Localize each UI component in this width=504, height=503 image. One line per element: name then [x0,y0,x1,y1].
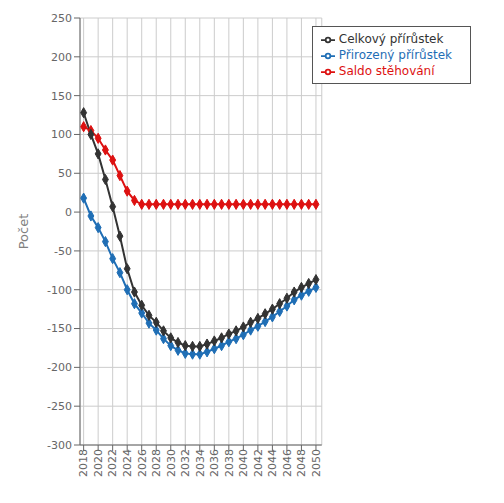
svg-text:2028: 2028 [150,449,163,477]
svg-text:-300: -300 [47,439,72,452]
svg-text:2046: 2046 [281,449,294,477]
svg-text:50: 50 [58,167,72,180]
svg-text:2050: 2050 [310,449,323,477]
svg-text:2044: 2044 [266,449,279,477]
svg-text:-250: -250 [47,400,72,413]
svg-text:2034: 2034 [194,449,207,477]
svg-text:2032: 2032 [179,449,192,477]
svg-text:2022: 2022 [106,449,119,477]
svg-text:Počet: Počet [16,214,31,250]
html-text:Saldo stěhování: Saldo stěhování [338,64,435,78]
svg-text:200: 200 [51,51,72,64]
svg-text:0: 0 [65,206,72,219]
svg-text:150: 150 [51,90,72,103]
svg-text:2042: 2042 [252,449,265,477]
svg-text:2024: 2024 [121,449,134,477]
svg-text:-100: -100 [47,284,72,297]
html-text:Celkový přírůstek: Celkový přírůstek [338,32,444,46]
svg-text:2026: 2026 [136,449,149,477]
svg-text:2020: 2020 [92,449,105,477]
svg-text:-200: -200 [47,361,72,374]
svg-text:2040: 2040 [237,449,250,477]
svg-text:-50: -50 [54,245,72,258]
svg-text:2036: 2036 [208,449,221,477]
svg-text:2048: 2048 [295,449,308,477]
svg-text:-150: -150 [47,322,72,335]
svg-text:250: 250 [51,12,72,25]
svg-text:2018: 2018 [77,449,90,477]
html-text:Přirozený přírůstek: Přirozený přírůstek [338,48,452,62]
svg-text:2038: 2038 [223,449,236,477]
svg-text:100: 100 [51,128,72,141]
svg-text:2030: 2030 [165,449,178,477]
